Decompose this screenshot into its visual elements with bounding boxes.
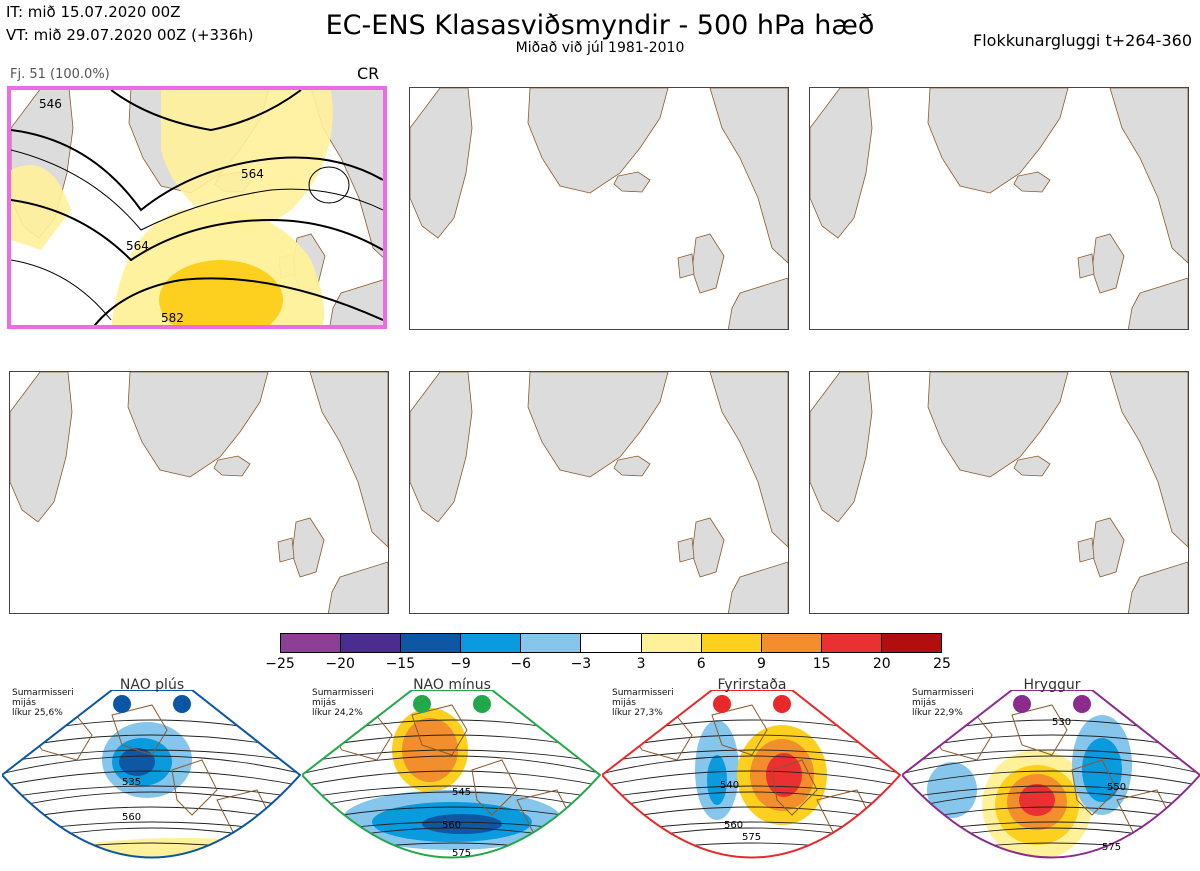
colorbar-swatch [281,634,342,652]
empty-map-panel [9,371,389,614]
empty-map-panel [809,87,1189,330]
colorbar-swatch [761,634,822,652]
empty-map-panel [809,371,1189,614]
regime-info-line: líkur 22,9% [912,708,963,718]
member-count-label: Fj. 51 (100.0%) [10,67,110,82]
regime-info-line: mijás [612,698,636,708]
contour-label: 546 [39,97,62,111]
cluster-map-panel: 564 564 582 546 [7,86,387,329]
regime-contour-label: 575 [742,832,761,843]
regime-info-line: mijás [12,698,36,708]
init-time: IT: mið 15.07.2020 00Z [6,3,181,21]
colorbar-tick-label: 3 [636,656,646,672]
colorbar-swatch [701,634,762,652]
regime-marker-dot [113,695,131,713]
colorbar-tick-label: 15 [812,656,831,672]
colorbar-tick-label: 25 [933,656,951,672]
colorbar-tick-label: 9 [756,656,766,672]
page-subtitle: Miðað við júl 1981-2010 [515,40,685,56]
regime-sector-map: 530 550 575 [902,690,1200,859]
regime-info: Sumarmisseri mijás líkur 22,9% [912,688,974,718]
regime-contour-label: 545 [452,787,471,798]
regime-info-line: Sumarmisseri [912,688,974,698]
colorbar-tick-label: 6 [696,656,706,672]
regime-marker-dot [473,695,491,713]
regime-marker-dot [773,695,791,713]
colorbar-tick-label: −25 [265,656,295,672]
regime-info-line: mijás [312,698,336,708]
colorbar-swatch [341,634,402,652]
colorbar-tick-label: −15 [385,656,416,672]
colorbar-tick-label: −20 [325,656,355,672]
colorbar-swatch [821,634,882,652]
page-title: EC-ENS Klasasviðsmyndir - 500 hPa hæð [325,10,875,41]
regime-contour-label: 550 [1107,782,1126,793]
regime-contour-label: 560 [442,820,461,831]
regime-contour-label: 560 [724,820,743,831]
regime-sector-map: 545 560 575 [302,690,602,859]
regime-title: Fyrirstaða [717,677,787,693]
colorbar-tick-label: 20 [872,656,891,672]
anomaly-colorbar [280,633,942,653]
colorbar-swatch [641,634,702,652]
regime-contour-label: 560 [122,812,141,823]
colorbar-swatch [581,634,642,652]
regime-title: NAO plús [119,677,185,693]
regime-marker-dot [1073,695,1091,713]
regime-info: Sumarmisseri mijás líkur 27,3% [612,688,674,718]
regime-contour-label: 530 [1052,717,1071,728]
regime-info-line: Sumarmisseri [312,688,374,698]
regime-info-line: Sumarmisseri [612,688,674,698]
regime-marker-dot [1013,695,1031,713]
contour-label: 564 [126,239,149,253]
colorbar-tick-label: −3 [570,656,592,672]
regime-marker-dot [713,695,731,713]
valid-time: VT: mið 29.07.2020 00Z (+336h) [6,26,254,44]
regime-info-line: mijás [912,698,936,708]
regime-contour-label: 575 [452,848,471,859]
colorbar-swatch [461,634,522,652]
contour-label: 564 [241,167,264,181]
empty-map-panel [409,87,789,330]
regime-info-line: líkur 24,2% [312,708,363,718]
colorbar-tick-label: −6 [510,656,532,672]
regime-code-label: CR [357,64,380,83]
regime-info-line: líkur 25,6% [12,708,63,718]
empty-map-panel [409,371,789,614]
regime-marker-dot [413,695,431,713]
regime-info: Sumarmisseri mijás líkur 25,6% [12,688,74,718]
regime-title: NAO mínus [413,677,491,693]
regime-title: Hryggur [1023,677,1081,693]
contour-label: 582 [161,311,184,325]
regime-info: Sumarmisseri mijás líkur 24,2% [312,688,374,718]
colorbar-swatch [881,634,942,652]
colorbar-tick-label: −9 [450,656,471,672]
regime-contour-label: 540 [720,780,739,791]
regime-info-line: líkur 27,3% [612,708,663,718]
regime-sector-map: 535 560 [2,690,302,859]
regime-info-line: Sumarmisseri [12,688,74,698]
regime-marker-dot [173,695,191,713]
colorbar-swatch [521,634,582,652]
regime-contour-label: 575 [1102,842,1121,853]
regime-contour-label: 535 [122,777,141,788]
classification-window: Flokkunargluggi t+264-360 [973,31,1192,50]
colorbar-swatch [401,634,462,652]
